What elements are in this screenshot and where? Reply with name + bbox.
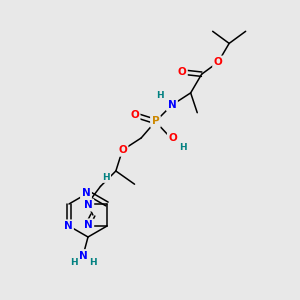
Text: O: O — [169, 133, 177, 143]
Text: O: O — [214, 57, 223, 67]
Text: N: N — [168, 100, 176, 110]
Text: N: N — [79, 251, 87, 261]
Text: H: H — [89, 258, 97, 267]
Text: O: O — [178, 67, 186, 77]
Text: N: N — [84, 200, 93, 210]
Text: O: O — [130, 110, 139, 120]
Text: H: H — [70, 258, 78, 267]
Text: H: H — [179, 142, 187, 152]
Text: N: N — [64, 221, 72, 231]
Text: N: N — [82, 188, 90, 198]
Text: H: H — [102, 172, 110, 182]
Text: P: P — [152, 116, 159, 127]
Text: H: H — [156, 92, 164, 100]
Text: O: O — [118, 145, 127, 155]
Text: N: N — [84, 220, 93, 230]
